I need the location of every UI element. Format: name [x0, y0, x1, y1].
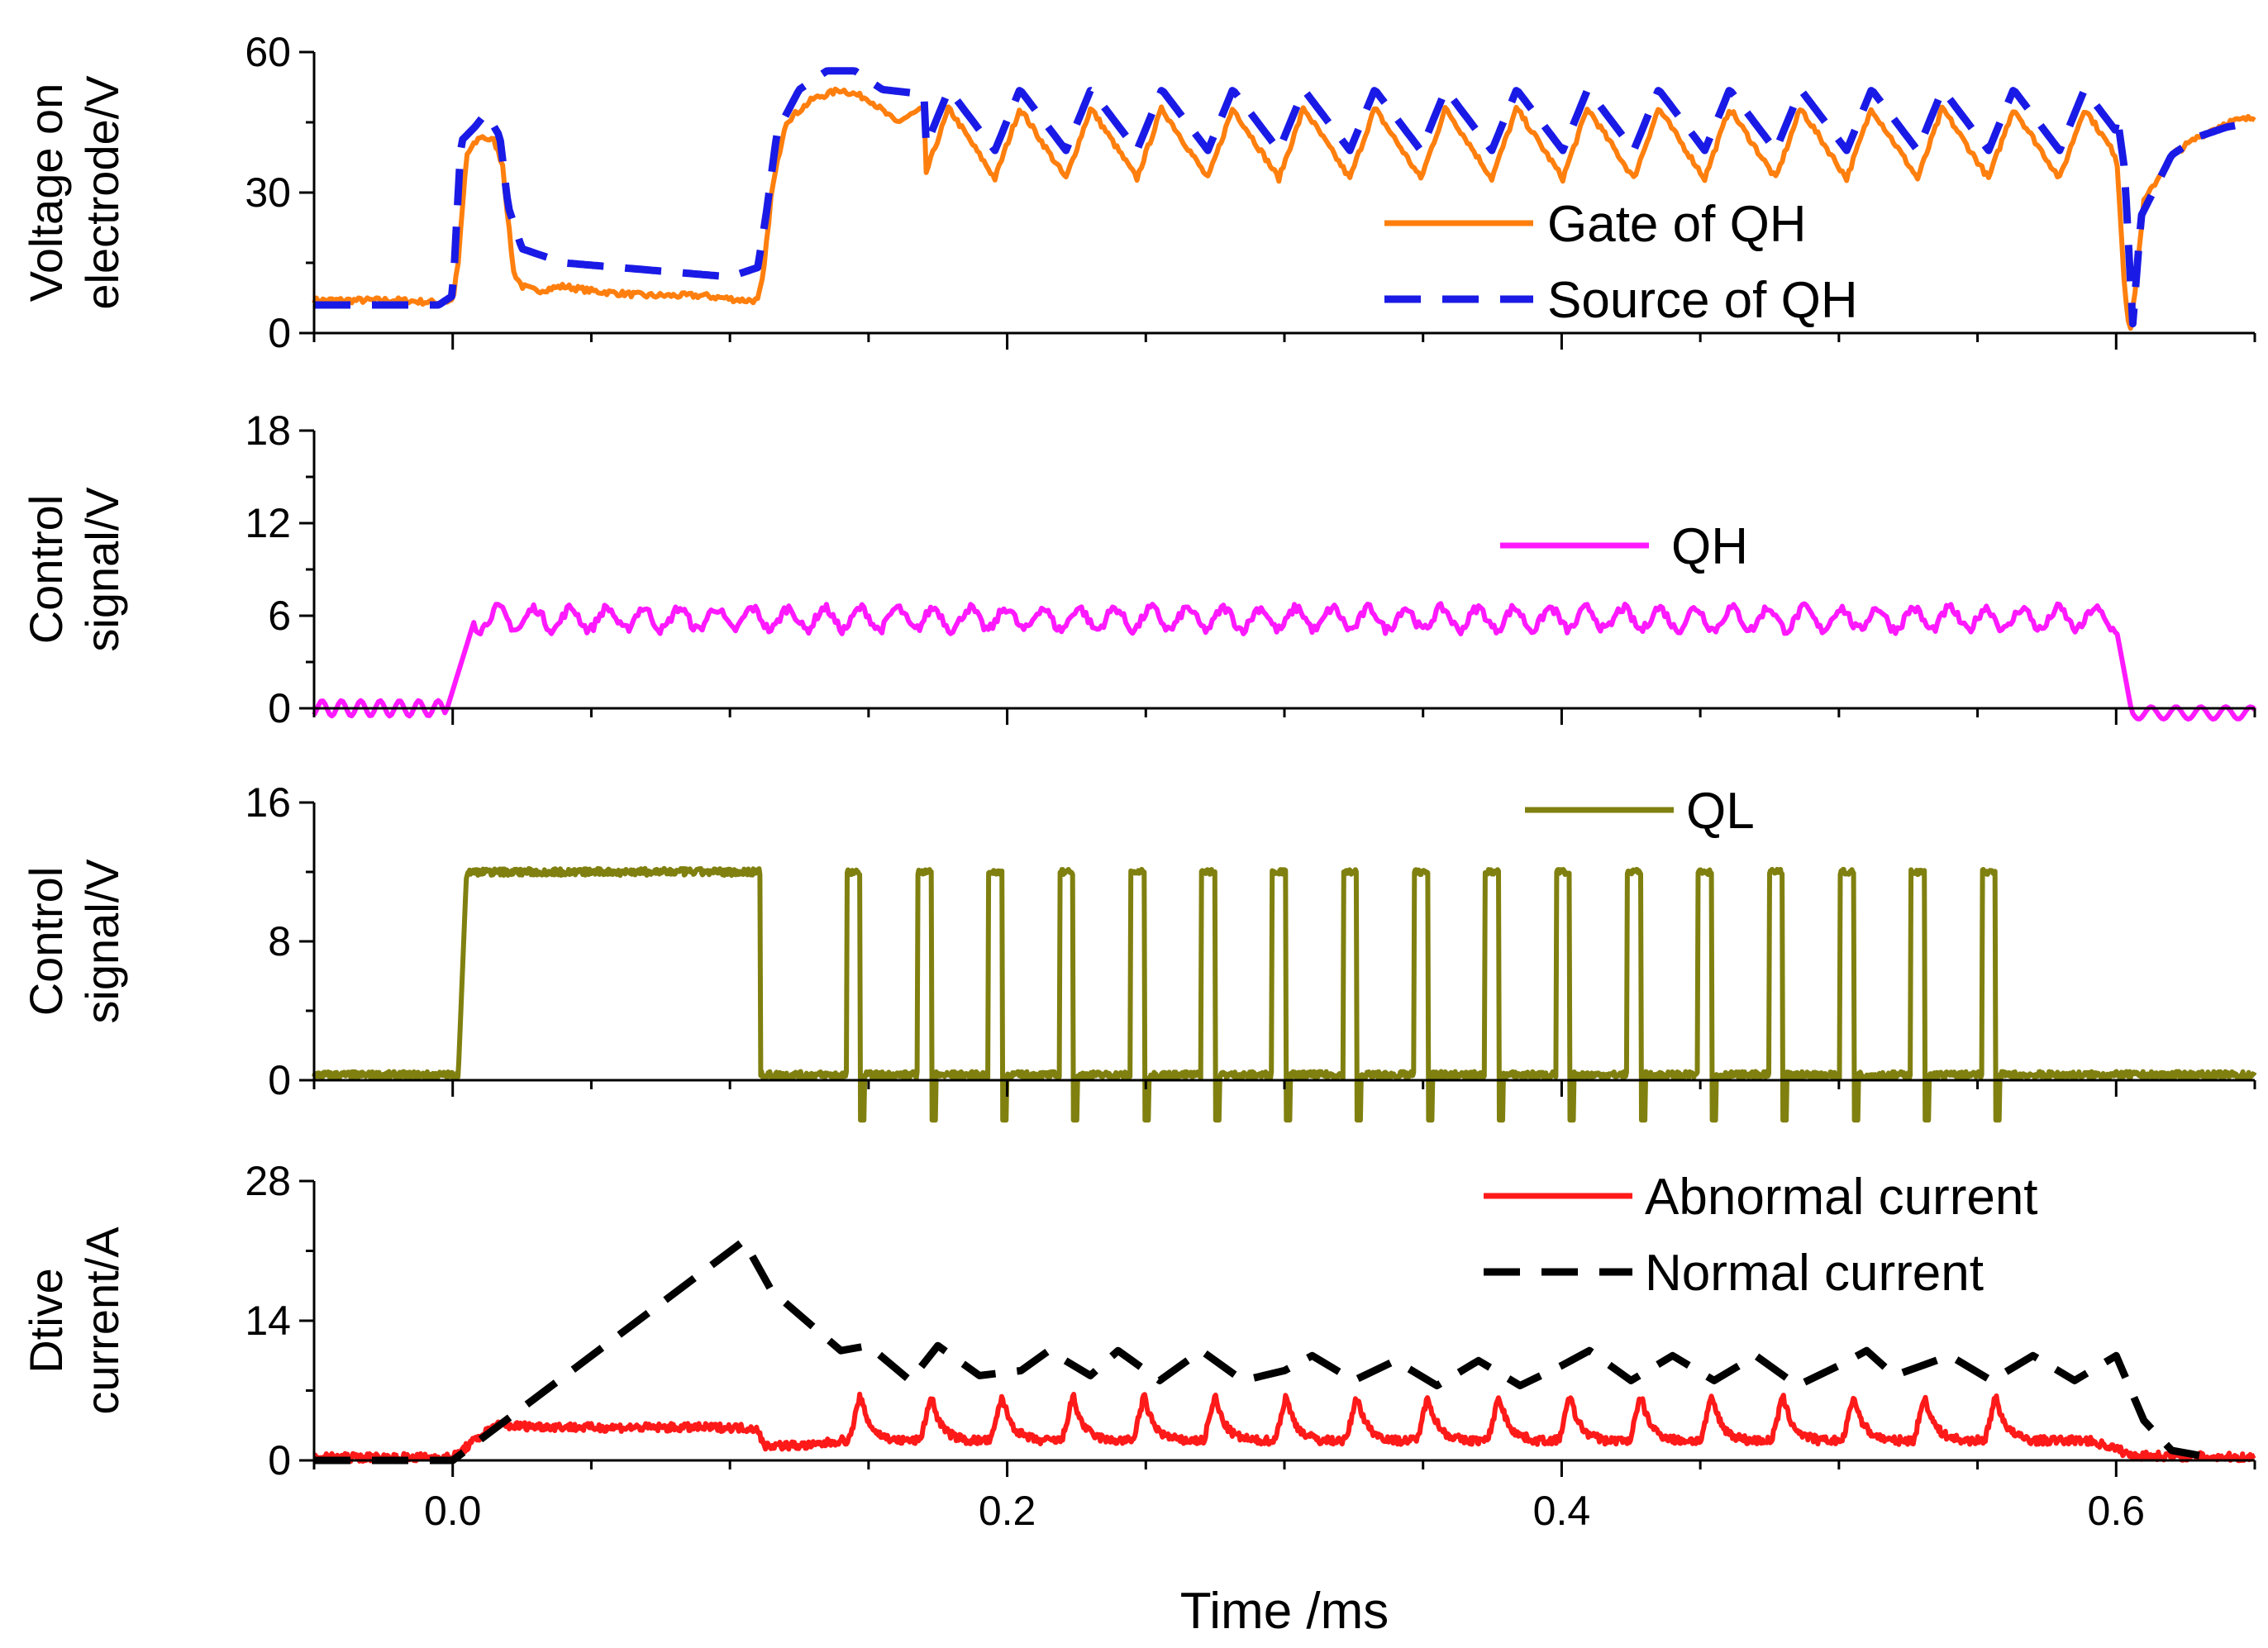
x-axis-title: Time /ms [1180, 1583, 1389, 1640]
legend-label-drive-current-1: Normal current [1645, 1245, 1984, 1302]
xtick-label-3: 0.6 [2088, 1488, 2146, 1534]
series-drive-current-0 [312, 1391, 2256, 1465]
ytick-label-control-ql-1: 8 [268, 918, 291, 965]
ylabel-control-ql-0: Control [20, 867, 72, 1017]
ytick-label-voltage-0: 0 [268, 310, 291, 356]
axes-layer [299, 50, 2256, 1477]
series-control-qh-0 [312, 601, 2257, 722]
xtick-label-1: 0.2 [979, 1488, 1036, 1534]
ylabel-drive-current-1: current/A [76, 1226, 128, 1415]
ylabel-voltage-0: Voltage on [20, 83, 72, 302]
series-voltage-1 [312, 67, 2256, 328]
ylabel-control-ql-1: signal/V [76, 859, 128, 1024]
series-control-ql-0 [312, 865, 2257, 1123]
legend-label-voltage-1: Source of QH [1547, 272, 1858, 329]
legend-label-voltage-0: Gate of QH [1547, 196, 1807, 253]
xtick-label-0: 0.0 [424, 1488, 482, 1534]
ytick-label-control-qh-0: 0 [268, 685, 291, 731]
ytick-label-control-qh-3: 18 [245, 407, 291, 454]
ylabel-drive-current-0: Dtive [20, 1268, 72, 1374]
ytick-label-voltage-1: 30 [245, 169, 291, 216]
ytick-label-control-qh-2: 12 [245, 500, 291, 546]
ylabel-control-qh-0: Control [20, 495, 72, 645]
series-voltage-0 [312, 86, 2256, 331]
ytick-label-drive-current-1: 14 [245, 1298, 291, 1344]
ytick-label-control-ql-2: 16 [245, 779, 291, 826]
series-layer [312, 67, 2257, 1465]
ytick-label-control-qh-1: 6 [268, 593, 291, 639]
ytick-label-drive-current-0: 0 [268, 1437, 291, 1484]
ytick-label-voltage-2: 60 [245, 29, 291, 75]
legend-label-control-ql-0: QL [1686, 783, 1755, 840]
series-drive-current-1 [314, 1236, 2200, 1465]
legend-label-drive-current-0: Abnormal current [1645, 1169, 2038, 1226]
ylabel-control-qh-1: signal/V [76, 487, 128, 652]
ytick-label-drive-current-2: 28 [245, 1158, 291, 1204]
ylabel-voltage-1: electrode/V [76, 75, 128, 310]
ytick-label-control-ql-0: 0 [268, 1057, 291, 1103]
xtick-label-2: 0.4 [1533, 1488, 1591, 1534]
legend-label-control-qh-0: QH [1671, 518, 1748, 575]
